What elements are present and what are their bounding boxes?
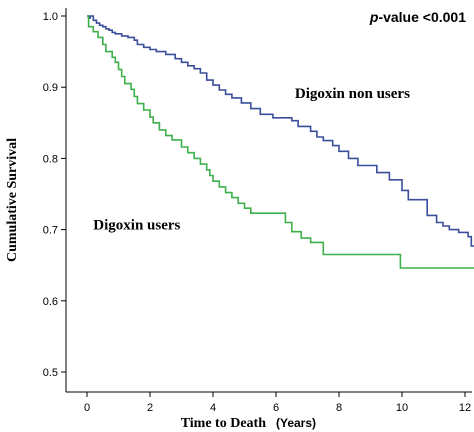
series-labels: Digoxin non users Digoxin users bbox=[93, 86, 410, 234]
y-tick-label: 0.8 bbox=[43, 153, 58, 165]
series-line-non-users bbox=[87, 15, 474, 247]
x-tick-label: 12 bbox=[459, 402, 471, 414]
p-value-annotation: p-value <0.001 bbox=[369, 9, 466, 25]
x-ticks: 0 2 4 6 8 10 12 bbox=[84, 392, 471, 414]
x-tick-label: 10 bbox=[396, 402, 408, 414]
x-tick-label: 0 bbox=[84, 402, 90, 414]
y-tick-label: 1.0 bbox=[43, 11, 58, 23]
p-value-italic: p bbox=[369, 9, 379, 25]
y-tick-label: 0.5 bbox=[43, 367, 58, 379]
series-lines bbox=[87, 15, 474, 269]
x-axis-unit: (Years) bbox=[276, 416, 316, 430]
x-axis-label: Time to Death bbox=[181, 416, 266, 431]
x-tick-label: 6 bbox=[273, 402, 279, 414]
y-ticks: 0.5 0.6 0.7 0.8 0.9 1.0 bbox=[43, 11, 66, 379]
x-tick-label: 8 bbox=[336, 402, 342, 414]
label-digoxin-non-users: Digoxin non users bbox=[295, 86, 410, 102]
y-tick-label: 0.6 bbox=[43, 296, 58, 308]
p-value-text: -value <0.001 bbox=[378, 9, 466, 25]
x-tick-label: 2 bbox=[147, 402, 153, 414]
axes bbox=[65, 8, 472, 393]
y-tick-label: 0.7 bbox=[43, 225, 58, 237]
y-axis-label: Cumulative Survival bbox=[5, 138, 20, 262]
x-tick-label: 4 bbox=[210, 402, 216, 414]
label-digoxin-users: Digoxin users bbox=[93, 218, 180, 234]
y-tick-label: 0.9 bbox=[43, 82, 58, 94]
series-line-users bbox=[87, 15, 474, 269]
